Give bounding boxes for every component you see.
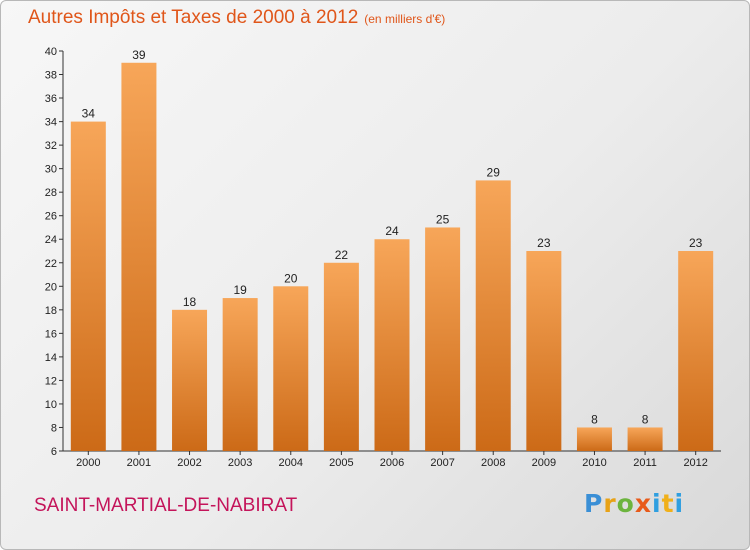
proxiti-logo[interactable]: Proxiti bbox=[584, 489, 684, 518]
chart-subtitle: (en milliers d'€) bbox=[364, 12, 446, 26]
logo-letter: i bbox=[652, 489, 662, 518]
commune-name: SAINT-MARTIAL-DE-NABIRAT bbox=[34, 495, 298, 516]
x-tick-label-2000: 2000 bbox=[76, 457, 100, 469]
bar-2001 bbox=[121, 62, 157, 451]
x-tick-label-2001: 2001 bbox=[127, 457, 151, 469]
y-tick-label: 18 bbox=[45, 305, 57, 317]
y-tick-label: 16 bbox=[45, 328, 57, 340]
y-tick-label: 8 bbox=[51, 422, 57, 434]
data-label-2003: 19 bbox=[233, 283, 247, 297]
data-label-2012: 23 bbox=[689, 236, 703, 250]
bar-2009 bbox=[526, 251, 562, 451]
x-tick-label-2004: 2004 bbox=[279, 457, 303, 469]
data-label-2007: 25 bbox=[436, 212, 450, 226]
bar-2008 bbox=[475, 180, 511, 452]
y-tick-label: 26 bbox=[45, 211, 57, 223]
chart-title-text: Autres Impôts et Taxes de 2000 à 2012 bbox=[28, 7, 359, 28]
data-label-2009: 23 bbox=[537, 236, 551, 250]
x-tick-label-2005: 2005 bbox=[329, 457, 353, 469]
data-label-2000: 34 bbox=[82, 107, 96, 121]
x-tick-label-2007: 2007 bbox=[430, 457, 454, 469]
bar-2010 bbox=[576, 427, 612, 451]
data-label-2001: 39 bbox=[132, 48, 146, 62]
x-tick-label-2009: 2009 bbox=[532, 457, 556, 469]
y-tick-label: 6 bbox=[51, 446, 57, 458]
bar-2011 bbox=[627, 427, 663, 451]
bar-2004 bbox=[273, 286, 309, 451]
y-tick-label: 36 bbox=[45, 93, 57, 105]
data-label-2010: 8 bbox=[591, 412, 598, 426]
data-label-2002: 18 bbox=[183, 295, 197, 309]
data-label-2006: 24 bbox=[385, 224, 399, 238]
bar-2005 bbox=[323, 262, 359, 451]
bar-2006 bbox=[374, 239, 410, 451]
x-tick-label-2008: 2008 bbox=[481, 457, 505, 469]
y-tick-label: 14 bbox=[45, 352, 57, 364]
bar-2002 bbox=[172, 309, 208, 451]
x-tick-label-2011: 2011 bbox=[633, 457, 657, 469]
logo-letter: i bbox=[674, 489, 685, 518]
bar-2007 bbox=[425, 227, 461, 451]
y-tick-label: 22 bbox=[45, 258, 57, 270]
data-label-2008: 29 bbox=[487, 165, 501, 179]
logo-letter: r bbox=[603, 489, 617, 518]
x-tick-label-2012: 2012 bbox=[683, 457, 707, 469]
bar-2012 bbox=[678, 251, 714, 451]
data-label-2011: 8 bbox=[642, 412, 649, 426]
y-tick-label: 12 bbox=[45, 375, 57, 387]
x-tick-label-2006: 2006 bbox=[380, 457, 404, 469]
y-tick-label: 20 bbox=[45, 281, 57, 293]
logo-letter: o bbox=[616, 489, 635, 518]
y-tick-label: 30 bbox=[45, 164, 57, 176]
x-tick-label-2002: 2002 bbox=[177, 457, 201, 469]
x-tick-label-2010: 2010 bbox=[582, 457, 606, 469]
logo-letter: P bbox=[584, 489, 604, 518]
y-tick-label: 34 bbox=[45, 117, 57, 129]
bar-2003 bbox=[222, 298, 258, 451]
chart-bars bbox=[70, 62, 714, 452]
chart-title: Autres Impôts et Taxes de 2000 à 2012 (en… bbox=[28, 7, 445, 29]
bar-2000 bbox=[70, 121, 106, 452]
data-label-2005: 22 bbox=[335, 248, 349, 262]
y-tick-label: 38 bbox=[45, 70, 57, 82]
y-tick-label: 40 bbox=[45, 46, 57, 58]
chart-labels: 34 39 18 19 20 22 24 25 29 23 8 8 23 bbox=[82, 48, 703, 427]
x-tick-label-2003: 2003 bbox=[228, 457, 252, 469]
logo-letter: t bbox=[661, 489, 675, 518]
data-label-2004: 20 bbox=[284, 271, 298, 285]
y-tick-label: 10 bbox=[45, 399, 57, 411]
y-tick-label: 28 bbox=[45, 187, 57, 199]
logo-letter: x bbox=[634, 489, 652, 518]
y-tick-label: 24 bbox=[45, 234, 57, 246]
y-tick-label: 32 bbox=[45, 140, 57, 152]
